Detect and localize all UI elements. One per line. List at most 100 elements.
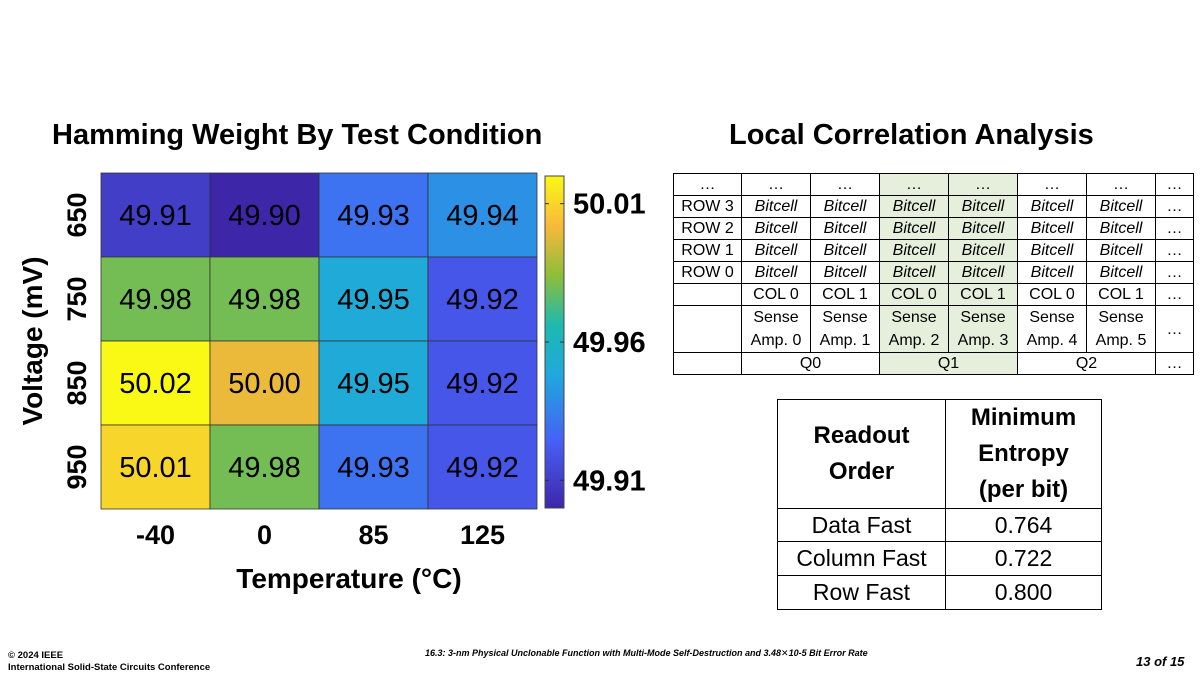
heatmap-cell (318, 256, 429, 342)
heatmap-cell (427, 256, 538, 342)
heatmap-value-label: 49.98 (119, 284, 192, 316)
heatmap-value-label: 49.90 (228, 200, 301, 232)
x-tick-label: 0 (257, 520, 272, 550)
bitcell: Bitcell (1017, 217, 1087, 240)
ellipsis-cell: … (948, 173, 1018, 196)
sense-amp: Sense Amp. 2 (879, 305, 949, 353)
colorbar-ticks: 50.01 49.96 49.91 (545, 189, 646, 497)
empty-cell (673, 352, 742, 375)
x-tick-label: 125 (460, 520, 505, 550)
heatmap-value-label: 49.93 (337, 200, 410, 232)
heatmap-cells (100, 172, 538, 510)
y-tick-labels: 650 750 850 950 (62, 192, 92, 489)
heatmap-value-label: 49.92 (446, 284, 519, 316)
table-cell-order: Column Fast (777, 541, 946, 576)
y-tick-label: 750 (62, 276, 92, 321)
heatmap-value-label: 49.93 (337, 452, 410, 484)
row-label: ROW 3 (673, 195, 742, 218)
bitcell: Bitcell (948, 261, 1018, 284)
heatmap-value-labels: 49.91 49.90 49.93 49.94 49.98 49.98 49.95 49.92… (119, 200, 519, 484)
group-label: Q0 (741, 352, 880, 375)
bitcell: Bitcell (1086, 239, 1156, 262)
heatmap-cell (209, 172, 320, 258)
col-label: COL 1 (948, 283, 1018, 306)
bitcell: Bitcell (810, 195, 880, 218)
heatmap-value-label: 49.95 (337, 368, 410, 400)
bitcell: Bitcell (1086, 261, 1156, 284)
heatmap-value-label: 49.92 (446, 368, 519, 400)
col-label: COL 0 (741, 283, 811, 306)
sense-amp: Sense Amp. 4 (1017, 305, 1087, 353)
heatmap-cell (100, 424, 211, 510)
bitcell: Bitcell (948, 195, 1018, 218)
colorbar-tick-label: 49.91 (573, 465, 646, 497)
bitcell: Bitcell (810, 239, 880, 262)
sense-amp: Sense Amp. 1 (810, 305, 880, 353)
ellipsis-cell: … (741, 173, 811, 196)
bitcell-array-table: …………………… ROW 3 Bitcell Bitcell Bitcell Bitcel… (673, 173, 1194, 375)
row-label: ROW 2 (673, 217, 742, 240)
ellipsis-cell: … (1155, 261, 1194, 284)
ellipsis-cell: … (1155, 217, 1194, 240)
col-label: COL 0 (1017, 283, 1087, 306)
bitcell: Bitcell (741, 195, 811, 218)
table-cell-order: Data Fast (777, 508, 946, 542)
bitcell: Bitcell (879, 261, 949, 284)
group-label: Q2 (1017, 352, 1156, 375)
bitcell: Bitcell (810, 217, 880, 240)
heatmap-value-label: 49.92 (446, 452, 519, 484)
heatmap-cell (100, 340, 211, 426)
heatmap-value-label: 50.01 (119, 452, 192, 484)
row-label: ROW 1 (673, 239, 742, 262)
heatmap-value-label: 49.98 (228, 452, 301, 484)
bitcell: Bitcell (1017, 195, 1087, 218)
bitcell: Bitcell (1086, 217, 1156, 240)
header-min-entropy: Minimum Entropy (per bit) (945, 399, 1102, 509)
heatmap-value-label: 49.98 (228, 284, 301, 316)
row-label: ROW 0 (673, 261, 742, 284)
sense-amp: Sense Amp. 5 (1086, 305, 1156, 353)
ellipsis-cell: … (1155, 283, 1194, 306)
col-label: COL 1 (810, 283, 880, 306)
ellipsis-cell: … (810, 173, 880, 196)
empty-cell (673, 305, 742, 353)
x-tick-label: -40 (136, 520, 175, 550)
table-cell-entropy: 0.722 (945, 541, 1102, 576)
sense-amp: Sense Amp. 3 (948, 305, 1018, 353)
heatmap-cell (209, 340, 320, 426)
sense-amp: Sense Amp. 0 (741, 305, 811, 353)
ellipsis-cell: … (1155, 352, 1194, 375)
footer-copyright: © 2024 IEEE International Solid-State Ci… (8, 650, 211, 673)
x-tick-labels: -40 0 85 125 (136, 520, 505, 550)
table-cell-entropy: 0.764 (945, 508, 1102, 542)
bitcell: Bitcell (1017, 261, 1087, 284)
table-cell-order: Row Fast (777, 575, 946, 610)
heatmap-cell (318, 172, 429, 258)
bitcell: Bitcell (741, 239, 811, 262)
heatmap-cell (427, 424, 538, 510)
bitcell: Bitcell (948, 239, 1018, 262)
ellipsis-cell: … (1155, 305, 1194, 353)
table-cell-entropy: 0.800 (945, 575, 1102, 610)
heatmap-cell (318, 424, 429, 510)
heatmap-value-label: 49.94 (446, 200, 519, 232)
bitcell: Bitcell (879, 195, 949, 218)
ellipsis-cell: … (879, 173, 949, 196)
heatmap-cell (209, 424, 320, 510)
y-tick-label: 850 (62, 360, 92, 405)
col-label: COL 0 (879, 283, 949, 306)
x-tick-label: 85 (358, 520, 388, 550)
bitcell: Bitcell (1017, 239, 1087, 262)
col-label: COL 1 (1086, 283, 1156, 306)
ellipsis-cell: … (1155, 195, 1194, 218)
y-axis-label: Voltage (mV) (17, 256, 48, 425)
bitcell: Bitcell (741, 261, 811, 284)
bitcell: Bitcell (810, 261, 880, 284)
heatmap-value-label: 50.02 (119, 368, 192, 400)
min-entropy-table: Readout Order Minimum Entropy (per bit) … (777, 399, 1102, 610)
colorbar-tick-label: 50.01 (573, 189, 646, 221)
heatmap-chart: 49.91 49.90 49.93 49.94 49.98 49.98 49.95 49.92… (17, 172, 646, 594)
bitcell: Bitcell (879, 239, 949, 262)
empty-cell (673, 283, 742, 306)
y-tick-label: 650 (62, 192, 92, 237)
